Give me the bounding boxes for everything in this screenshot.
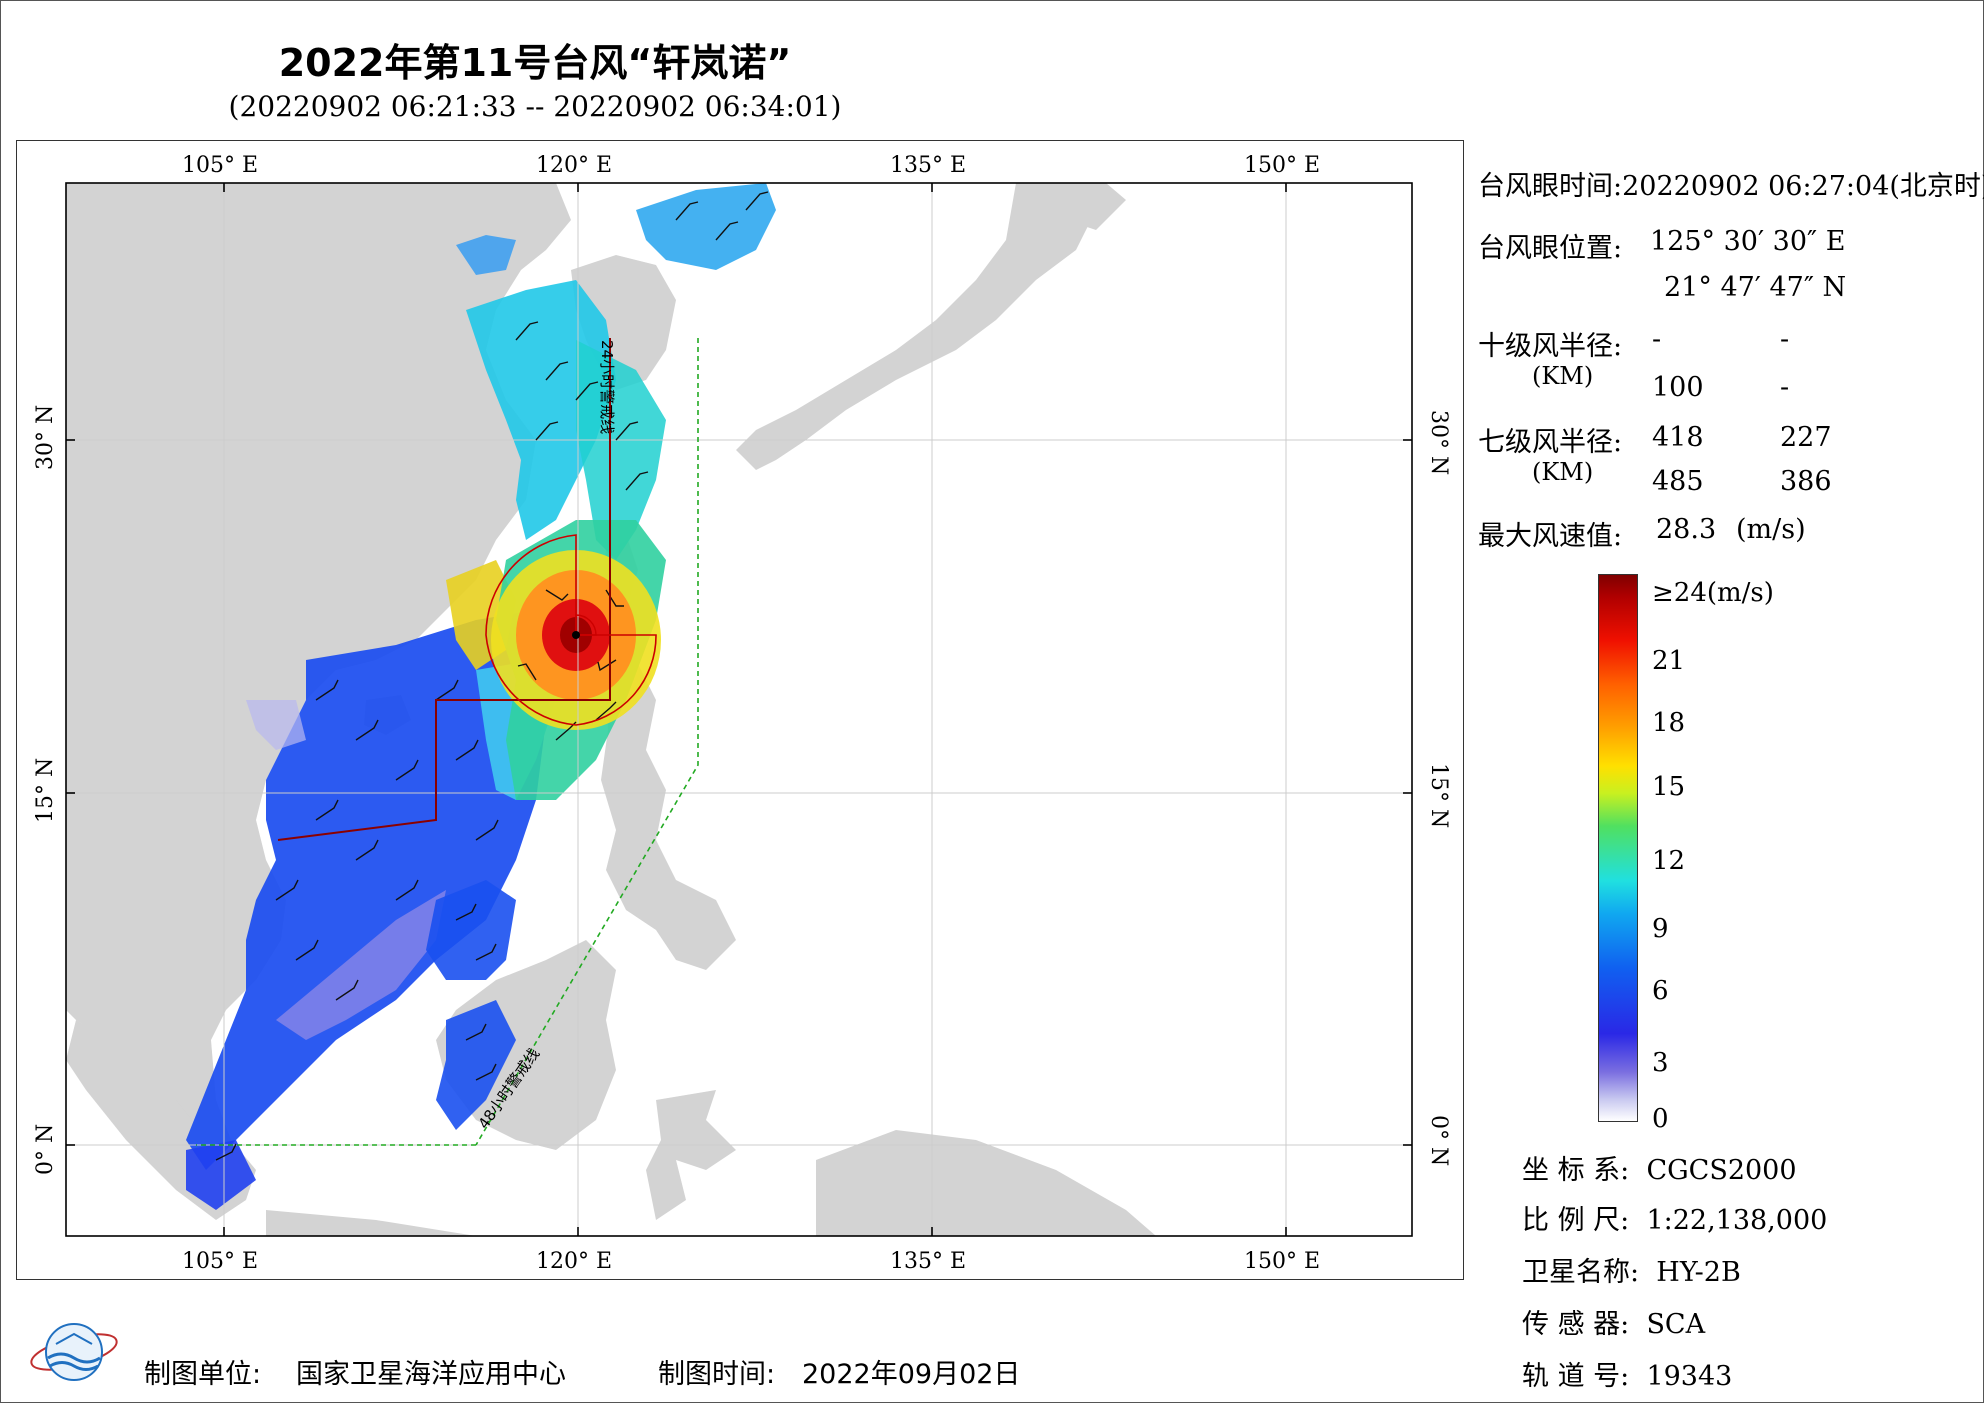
crs-label: 坐 标 系:: [1522, 1155, 1630, 1186]
wind-field-weak-zone-2: [246, 700, 306, 750]
lon-label-bottom: 135° E: [890, 1249, 966, 1274]
map-title: 2022年第11号台风“轩岚诺”: [278, 41, 792, 85]
colorbar-label: 9: [1652, 914, 1669, 944]
lon-labels-top: 105° E 120° E 135° E 150° E: [182, 153, 1320, 178]
crs-value: CGCS2000: [1646, 1155, 1797, 1186]
land-sulawesi: [646, 1090, 736, 1220]
lat-label-right: 15° N: [1426, 763, 1451, 828]
map-frame: [65, 182, 1413, 1237]
sensor-row: 传 感 器: SCA: [1522, 1302, 1705, 1341]
lon-label-bottom: 150° E: [1244, 1249, 1320, 1274]
warning-line-24h[interactable]: [277, 338, 611, 841]
eye-time-value: 20220902 06:27:04(北京时): [1622, 171, 1984, 202]
land-java: [266, 1210, 476, 1236]
map-panel: [16, 140, 1464, 1280]
map-ticks: [66, 183, 1412, 1236]
max-wind-unit: (m/s): [1736, 514, 1806, 545]
map-subtitle: (20220902 06:21:33 -- 20220902 06:34:01): [228, 90, 842, 123]
land-japan: [736, 183, 1096, 470]
max-wind-label: 最大风速值:: [1478, 521, 1623, 552]
wind-field-south-china-sea: [186, 610, 556, 1170]
wind-field-korea-strait: [576, 340, 666, 560]
r7-unit: (KM): [1532, 458, 1594, 486]
r7-value: 386: [1780, 466, 1832, 497]
max-wind-value: 28.3: [1656, 514, 1717, 545]
satellite-value: HY-2B: [1656, 1257, 1741, 1288]
eye-time-row: 台风眼时间:20220902 06:27:04(北京时): [1478, 164, 1984, 203]
typhoon-wind-map[interactable]: 24小时警戒线 48小时警戒线 105° E 120° E 135° E 150…: [16, 140, 1462, 1278]
footer-date-value: 2022年09月02日: [802, 1359, 1021, 1390]
lat-label-left: 15° N: [33, 758, 58, 823]
r10-label: 十级风半径:: [1478, 331, 1623, 362]
colorbar-label: 12: [1652, 846, 1686, 876]
land-mainland: [66, 183, 571, 1200]
satellite-row: 卫星名称: HY-2B: [1522, 1250, 1741, 1289]
land-philippines: [601, 660, 736, 970]
wind-field-celebes: [436, 1000, 516, 1130]
colorbar-label: 3: [1652, 1048, 1669, 1078]
footer-unit-label: 制图单位:: [144, 1359, 262, 1390]
orbit-label: 轨 道 号:: [1522, 1361, 1630, 1392]
colorbar-label: 18: [1652, 708, 1686, 738]
warning-line-24h-label: 24小时警戒线: [598, 340, 616, 434]
lon-labels-bottom: 105° E 120° E 135° E 150° E: [182, 1249, 1320, 1274]
lat-label-right: 0° N: [1426, 1115, 1451, 1166]
r10-unit: (KM): [1532, 362, 1594, 390]
graticule: [66, 183, 1412, 1236]
r10-value: -: [1652, 324, 1662, 355]
warning-line-48h[interactable]: [475, 338, 699, 1146]
land-hokkaido: [1046, 183, 1126, 230]
wind-field-sumatra-strip: [186, 1140, 256, 1210]
r10-value: -: [1780, 372, 1790, 403]
r10-value: 100: [1652, 372, 1704, 403]
colorbar-label: 0: [1652, 1104, 1669, 1134]
scale-row: 比 例 尺: 1:22,138,000: [1522, 1198, 1827, 1237]
wind-speed-colorbar: [1598, 574, 1638, 1122]
scale-label: 比 例 尺:: [1522, 1205, 1630, 1236]
r10-value: -: [1780, 324, 1790, 355]
lat-label-left: 30° N: [33, 405, 58, 470]
r7-value: 227: [1780, 422, 1832, 453]
lon-label-bottom: 120° E: [536, 1249, 612, 1274]
wind-field-japan-sea: [636, 183, 776, 270]
crs-row: 坐 标 系: CGCS2000: [1522, 1148, 1797, 1187]
satellite-label: 卫星名称:: [1522, 1257, 1640, 1288]
colorbar-label: 15: [1652, 772, 1686, 802]
sensor-label: 传 感 器:: [1522, 1309, 1630, 1340]
wind-field-mindanao: [426, 880, 516, 980]
typhoon-eye-marker[interactable]: [572, 631, 580, 639]
eye-lon-value: 125° 30′ 30″ E: [1650, 226, 1846, 257]
colorbar-label: ≥24(m/s): [1652, 578, 1774, 608]
lat-label-left: 0° N: [33, 1124, 58, 1175]
eye-lat-value: 21° 47′ 47″ N: [1664, 272, 1847, 303]
orbit-row: 轨 道 号: 19343: [1522, 1354, 1732, 1393]
lon-label-bottom: 105° E: [182, 1249, 258, 1274]
wind-barbs: [215, 191, 769, 1161]
r7-label: 七级风半径:: [1478, 427, 1623, 458]
footer-unit-value: 国家卫星海洋应用中心: [296, 1359, 566, 1390]
wind-field-yellow-sea: [456, 235, 516, 275]
r7-value: 485: [1652, 466, 1704, 497]
lat-labels-right: 30° N 15° N 0° N: [1426, 410, 1451, 1166]
scale-value: 1:22,138,000: [1646, 1205, 1828, 1236]
lon-label-top: 105° E: [182, 153, 258, 178]
land-new-guinea: [816, 1130, 1156, 1236]
footer-date-label: 制图时间:: [658, 1359, 776, 1390]
colorbar-label: 21: [1652, 646, 1686, 676]
sensor-value: SCA: [1646, 1309, 1706, 1340]
wind-field-weak-zone: [276, 890, 446, 1040]
lon-label-top: 120° E: [536, 153, 612, 178]
colorbar-label: 6: [1652, 976, 1669, 1006]
eye-time-label: 台风眼时间:: [1478, 171, 1623, 202]
lon-label-top: 135° E: [890, 153, 966, 178]
nsoas-logo-icon: [30, 1323, 118, 1381]
orbit-value: 19343: [1646, 1361, 1733, 1392]
lat-labels-left: 30° N 15° N 0° N: [33, 405, 58, 1175]
lat-label-right: 30° N: [1426, 410, 1451, 475]
lon-label-top: 150° E: [1244, 153, 1320, 178]
wind-radius-7-outline[interactable]: [485, 534, 657, 726]
eye-pos-label: 台风眼位置:: [1478, 233, 1623, 264]
r7-value: 418: [1652, 422, 1704, 453]
wind-radius-10-outline[interactable]: [575, 614, 597, 636]
